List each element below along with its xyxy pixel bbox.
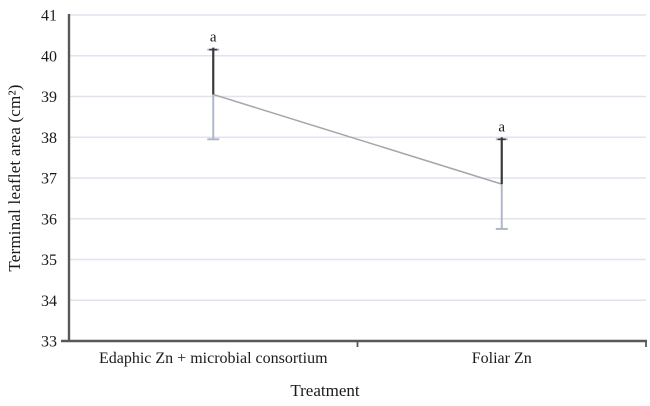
- y-tick-label: 38: [41, 130, 57, 147]
- y-tick-label: 33: [41, 334, 57, 351]
- y-tick-label: 41: [41, 8, 57, 25]
- series-line: [213, 93, 502, 185]
- y-axis-title: Terminal leaflet area (cm²): [5, 84, 24, 272]
- y-tick-label: 39: [41, 89, 57, 106]
- x-category-label: Foliar Zn: [472, 350, 532, 367]
- point-label: a: [210, 30, 217, 46]
- y-tick-label: 40: [41, 48, 57, 65]
- x-axis-title: Treatment: [290, 381, 360, 400]
- y-tick-label: 36: [41, 211, 57, 228]
- x-category-label: Edaphic Zn + microbial consortium: [99, 350, 328, 367]
- y-tick-label: 35: [41, 252, 57, 269]
- y-tick-label: 34: [41, 293, 57, 310]
- y-tick-label: 37: [41, 171, 57, 188]
- point-label: a: [498, 119, 505, 135]
